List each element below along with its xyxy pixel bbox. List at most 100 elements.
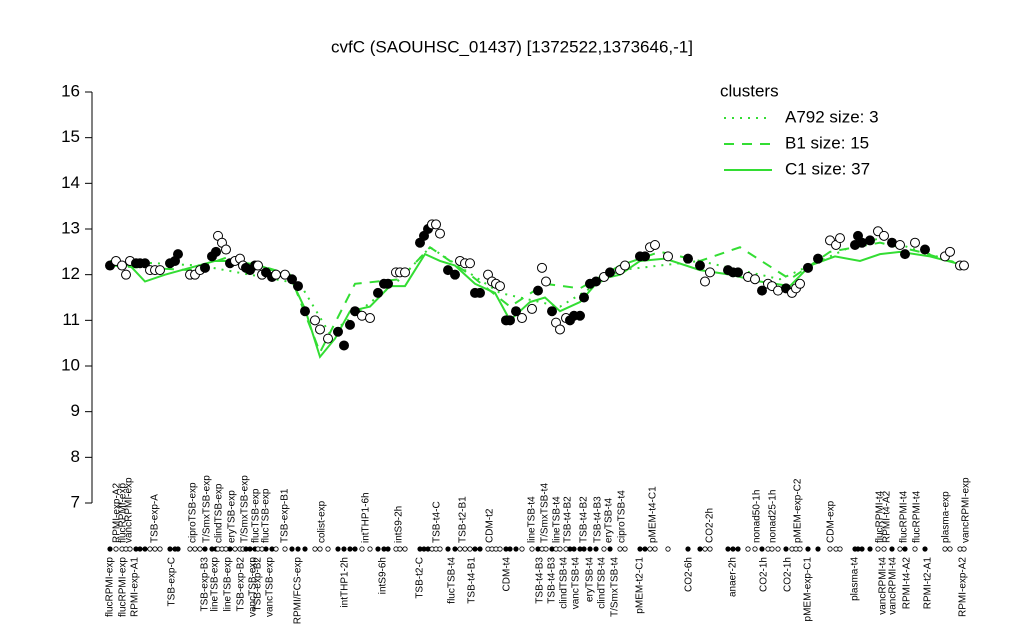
- rug-point: [637, 546, 643, 552]
- point: [511, 306, 521, 317]
- point: [117, 260, 127, 271]
- rug-point: [137, 546, 143, 552]
- rug-point: [467, 546, 473, 552]
- x-label: RPMI-exp-A2: [958, 557, 969, 617]
- point: [575, 310, 585, 321]
- x-label: T/SmxTSB-t4: [540, 483, 551, 543]
- point: [705, 267, 715, 278]
- x-label: TSB-t4-B3: [593, 496, 604, 543]
- legend-title: clusters: [720, 81, 779, 100]
- point: [640, 251, 650, 262]
- rug-point: [335, 546, 341, 552]
- rug-point: [317, 546, 323, 552]
- y-tick-label: 12: [61, 264, 80, 283]
- point: [315, 324, 325, 335]
- point: [173, 249, 183, 260]
- point: [541, 276, 551, 287]
- x-label: TSB-t4-B3: [547, 557, 558, 604]
- point: [365, 313, 375, 324]
- x-label: nonad50-1h: [752, 490, 763, 543]
- rug-point: [519, 546, 525, 552]
- rug-point: [571, 546, 577, 552]
- x-label: colist-exp: [317, 500, 328, 543]
- x-label: intS9-2h: [394, 506, 405, 543]
- rug-point: [273, 546, 279, 552]
- point: [591, 276, 601, 287]
- rug-point: [227, 546, 233, 552]
- x-label: flucRPMI-t4: [912, 490, 923, 543]
- x-label: lineTSB-exp: [223, 557, 234, 612]
- point: [605, 267, 615, 278]
- x-label: nonad25-1h: [768, 490, 779, 543]
- x-label: CO2-2h: [705, 508, 716, 543]
- rug-point: [302, 546, 308, 552]
- rug-point: [745, 546, 751, 552]
- point: [293, 281, 303, 292]
- x-label: eryTSB-exp: [227, 490, 238, 543]
- point: [537, 262, 547, 273]
- rug-point: [452, 546, 458, 552]
- point: [431, 219, 441, 230]
- point: [683, 253, 693, 264]
- rug-point: [472, 546, 478, 552]
- x-label: CDM-t4: [502, 557, 513, 592]
- point: [650, 239, 660, 250]
- rug-point: [477, 546, 483, 552]
- point: [620, 260, 630, 271]
- x-label: plasma-t4: [850, 557, 861, 601]
- x-label: ciproTSB-exp: [188, 482, 199, 543]
- point: [910, 237, 920, 248]
- x-label: CDM-exp: [826, 500, 837, 543]
- chart-title: cvfC (SAOUHSC_01437) [1372522,1373646,-1…: [331, 37, 693, 56]
- rug-point: [167, 546, 173, 552]
- point: [895, 239, 905, 250]
- x-label: TSB-t4-B2: [579, 496, 590, 543]
- rug-point: [665, 546, 671, 552]
- rug-point: [622, 546, 628, 552]
- point: [527, 303, 537, 314]
- rug-point: [142, 546, 148, 552]
- x-label: vancRPMI-t4: [888, 557, 899, 615]
- x-label: vancRPMI-t4: [878, 557, 889, 615]
- x-label: flucRPMI-exp: [105, 557, 116, 617]
- rug-point: [889, 546, 895, 552]
- y-tick-label: 11: [62, 310, 80, 329]
- rug-point: [175, 546, 181, 552]
- rug-point: [147, 546, 153, 552]
- point: [300, 306, 310, 317]
- point: [959, 260, 969, 271]
- point: [835, 233, 845, 244]
- legend-label: B1 size: 15: [785, 133, 869, 152]
- rug-point: [359, 546, 365, 552]
- rug-point: [232, 546, 238, 552]
- x-label: intS9-6h: [378, 557, 389, 594]
- rug-point: [202, 546, 208, 552]
- rug-point: [617, 546, 623, 552]
- x-label: TSB-t4-B2: [563, 496, 574, 543]
- point: [865, 235, 875, 246]
- x-label: T/SmxTSB-exp: [240, 475, 251, 543]
- x-label: TSB-t2-C: [415, 557, 426, 599]
- rug-point: [557, 546, 563, 552]
- x-label: TSB-exp-A: [150, 494, 161, 543]
- legend-label: C1 size: 37: [785, 159, 870, 178]
- rug-point: [375, 546, 381, 552]
- x-label: ciproTSB-t4: [617, 490, 628, 543]
- point: [121, 269, 131, 280]
- x-label: clindTSB-t4: [597, 557, 608, 609]
- rug-point: [445, 546, 451, 552]
- x-label: intTHP1-2h: [340, 557, 351, 608]
- x-label: CO2-1h: [783, 557, 794, 592]
- point: [757, 285, 767, 296]
- rug-point: [725, 546, 731, 552]
- rug-point: [497, 546, 503, 552]
- point: [345, 319, 355, 330]
- rug-point: [685, 546, 691, 552]
- rug-point: [593, 546, 599, 552]
- x-label: T/SmxTSB-t4: [610, 557, 621, 617]
- rug-point: [947, 546, 953, 552]
- point: [280, 269, 290, 280]
- point: [200, 262, 210, 273]
- point: [435, 228, 445, 239]
- y-tick-label: 9: [71, 401, 80, 420]
